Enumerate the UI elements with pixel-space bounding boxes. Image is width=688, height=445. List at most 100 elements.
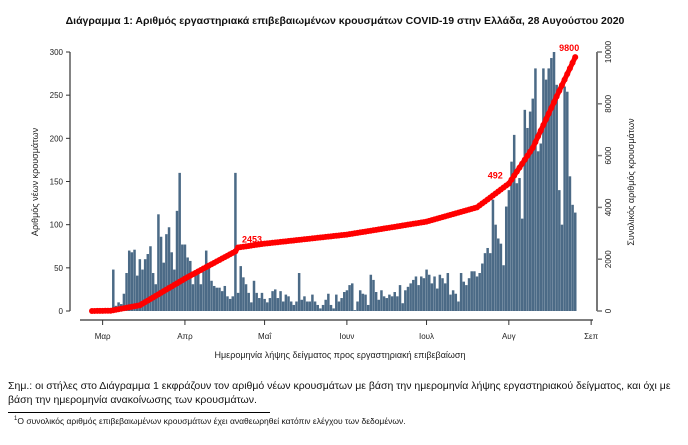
bar (252, 280, 256, 311)
bar (441, 278, 444, 311)
bar (558, 190, 561, 311)
bar (175, 210, 179, 311)
bar (353, 310, 357, 311)
bar (138, 259, 142, 311)
bar (443, 283, 447, 311)
cumulative-point (558, 82, 565, 89)
bar (162, 262, 165, 311)
bar (451, 290, 455, 311)
bar (523, 109, 527, 312)
bar (281, 301, 285, 311)
bar (507, 190, 511, 311)
cumulative-point (532, 139, 539, 146)
cumulative-point (535, 133, 542, 140)
bar (497, 238, 500, 311)
chart-note: Σημ.: οι στήλες στο Διάγραμμα 1 εκφράζου… (8, 380, 671, 406)
bar (135, 275, 139, 311)
bar (528, 111, 532, 311)
bar (401, 303, 404, 311)
bar (571, 204, 574, 311)
bar (406, 286, 410, 311)
cumulative-point (564, 71, 571, 78)
bar (478, 273, 481, 311)
bar (255, 292, 258, 311)
bar (141, 269, 144, 311)
bar (393, 292, 396, 311)
bar (547, 68, 550, 311)
y2-axis-label: Συνολικός αριθμός κρουσμάτων (626, 118, 636, 246)
bar (332, 308, 335, 311)
y-tick-label: 200 (50, 134, 64, 143)
bar (159, 236, 163, 311)
bar (380, 290, 383, 311)
bar (191, 284, 195, 311)
bar (292, 304, 296, 311)
bar (369, 274, 373, 311)
bar (337, 301, 341, 311)
bar (430, 283, 434, 311)
y-tick-label: 100 (50, 221, 64, 230)
footnote-divider (8, 412, 270, 413)
bar (539, 143, 542, 311)
bar (388, 294, 391, 311)
bar (563, 86, 566, 312)
bar (425, 269, 428, 311)
bar (305, 301, 309, 311)
footnote: 1Ο συνολικός αριθμός επιβεβαιωμένων κρου… (14, 416, 406, 426)
bar (499, 243, 503, 311)
x-tick-label: Απρ (177, 332, 193, 341)
bar (266, 302, 269, 311)
bar (228, 298, 232, 311)
y2-tick-label: 8000 (604, 94, 613, 112)
bar (236, 292, 240, 311)
bar (324, 299, 327, 311)
x-axis-label: Ημερομηνία λήψης δείγματος προς εργαστηρ… (215, 350, 466, 360)
bar (398, 285, 402, 311)
bar (536, 151, 540, 311)
bar (446, 273, 450, 311)
bar (122, 293, 126, 311)
bar (260, 292, 264, 311)
bar (112, 269, 115, 311)
bar (173, 269, 176, 311)
bar (247, 292, 250, 311)
bar (220, 291, 224, 311)
y-tick-label: 300 (50, 48, 64, 57)
bar (321, 304, 325, 311)
bar (520, 218, 524, 311)
bar (404, 290, 407, 311)
axes: 0 50 100 150 200 250 300 0 2000 4000 6000 8000 10000… (50, 40, 613, 341)
bar (350, 283, 354, 311)
bar (202, 271, 205, 311)
bar (358, 290, 362, 311)
bar (390, 296, 394, 311)
x-tick-label: Ιουλ (419, 332, 434, 341)
bar (438, 274, 442, 311)
bar (223, 285, 227, 311)
bar (143, 259, 147, 311)
bar (199, 284, 203, 311)
y2-tick-label: 4000 (604, 198, 613, 216)
bar (512, 134, 516, 311)
bar (348, 285, 351, 311)
bar (295, 301, 298, 311)
bar (459, 273, 463, 311)
bar (494, 224, 497, 311)
bar (250, 302, 253, 311)
bar (258, 298, 261, 311)
bar (414, 276, 418, 311)
bar (374, 292, 378, 311)
bar (412, 279, 415, 311)
bar (457, 301, 460, 311)
bar (465, 285, 468, 311)
bar (204, 250, 208, 311)
cumulative-point (572, 54, 579, 61)
bar (510, 161, 513, 311)
cumulative-label: 2453 (242, 234, 262, 244)
y-tick-label: 50 (54, 264, 63, 273)
cumulative-label: 492 (488, 171, 503, 181)
bar (364, 294, 367, 311)
bar (197, 271, 200, 311)
bar (385, 298, 389, 311)
bar (212, 285, 216, 311)
